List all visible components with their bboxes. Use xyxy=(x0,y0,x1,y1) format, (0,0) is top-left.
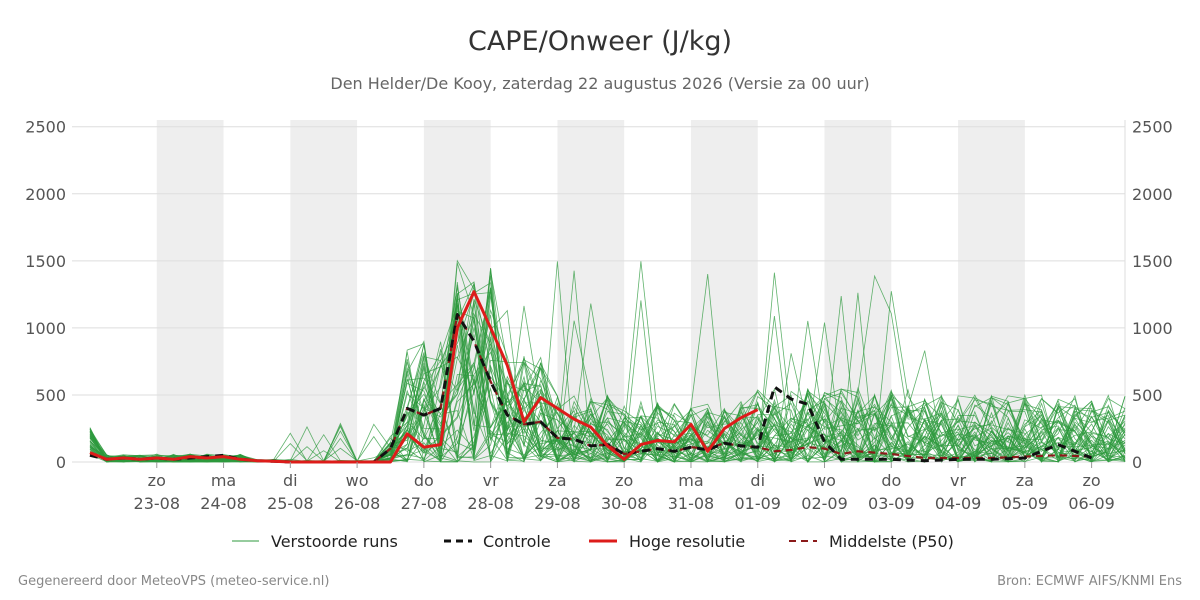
y-tick-label-right-0: 0 xyxy=(1132,453,1142,472)
x-tick-date-12: 04-09 xyxy=(935,494,982,513)
x-tick-day-0: zo xyxy=(148,471,166,490)
x-tick-date-11: 03-09 xyxy=(868,494,915,513)
legend-label-ensemble: Verstoorde runs xyxy=(271,532,398,551)
night-band-3 xyxy=(557,120,625,462)
series-line-solid-bold xyxy=(89,290,759,464)
x-tick-day-12: vr xyxy=(950,471,966,490)
y-tick-label-left-2: 1000 xyxy=(25,319,66,338)
x-tick-day-3: wo xyxy=(346,471,369,490)
x-tick-day-14: zo xyxy=(1083,471,1101,490)
x-tick-date-13: 05-09 xyxy=(1002,494,1049,513)
y-tick-label-left-5: 2500 xyxy=(25,118,66,137)
chart-subtitle: Den Helder/De Kooy, zaterdag 22 augustus… xyxy=(330,74,869,93)
x-tick-date-0: 23-08 xyxy=(134,494,181,513)
footer-generated-by: Gegenereerd door MeteoVPS (meteo-service… xyxy=(18,574,329,589)
y-tick-label-right-2: 1000 xyxy=(1132,319,1173,338)
x-axis-ticks: zo 23-08 ma 24-08 di 25-08 wo 26-08 do 27-08 vr 28-… xyxy=(134,462,1115,513)
x-tick-day-1: ma xyxy=(211,471,236,490)
grid-lines xyxy=(72,120,1126,463)
x-tick-date-10: 02-09 xyxy=(801,494,848,513)
legend-label-control: Controle xyxy=(483,532,551,551)
x-tick-day-8: ma xyxy=(678,471,703,490)
x-tick-day-13: za xyxy=(1016,471,1034,490)
x-tick-date-4: 27-08 xyxy=(401,494,448,513)
night-bands xyxy=(156,120,1025,462)
main-series-lines xyxy=(89,290,1093,464)
night-band-0 xyxy=(156,120,224,462)
x-tick-date-3: 26-08 xyxy=(334,494,381,513)
x-tick-date-7: 30-08 xyxy=(601,494,648,513)
night-band-6 xyxy=(958,120,1025,462)
night-band-5 xyxy=(824,120,892,462)
y-axis-ticks: 0 0 500 500 1000 1000 1500 1500 2000 2000 2500 2500 xyxy=(25,118,1172,472)
legend: Verstoorde runs Controle Hoge resolutie … xyxy=(232,532,954,551)
x-tick-day-2: di xyxy=(283,471,298,490)
y-tick-label-right-5: 2500 xyxy=(1132,118,1173,137)
night-band-1 xyxy=(290,120,358,462)
x-tick-date-6: 29-08 xyxy=(534,494,581,513)
x-tick-date-14: 06-09 xyxy=(1068,494,1115,513)
x-tick-day-4: do xyxy=(414,471,434,490)
chart-title: CAPE/Onweer (J/kg) xyxy=(468,26,732,57)
legend-label-high-res: Hoge resolutie xyxy=(629,532,745,551)
x-tick-day-6: za xyxy=(548,471,566,490)
x-tick-date-8: 31-08 xyxy=(668,494,715,513)
y-tick-label-left-1: 500 xyxy=(35,386,66,405)
x-tick-day-9: di xyxy=(750,471,765,490)
x-tick-date-2: 25-08 xyxy=(267,494,314,513)
y-tick-label-left-3: 1500 xyxy=(25,252,66,271)
x-tick-day-7: zo xyxy=(615,471,633,490)
footer-source: Bron: ECMWF AIFS/KNMI Ens xyxy=(997,574,1182,589)
x-tick-date-5: 28-08 xyxy=(467,494,514,513)
y-tick-label-right-3: 1500 xyxy=(1132,252,1173,271)
x-tick-day-10: wo xyxy=(813,471,836,490)
y-tick-label-right-4: 2000 xyxy=(1132,185,1173,204)
legend-label-median: Middelste (P50) xyxy=(829,532,954,551)
y-tick-label-right-1: 500 xyxy=(1132,386,1163,405)
series-line-dashed-bold xyxy=(89,313,1093,464)
x-tick-day-11: do xyxy=(881,471,901,490)
x-tick-date-9: 01-09 xyxy=(734,494,781,513)
night-band-4 xyxy=(690,120,758,462)
x-tick-date-1: 24-08 xyxy=(200,494,247,513)
y-tick-label-left-0: 0 xyxy=(56,453,66,472)
y-tick-label-left-4: 2000 xyxy=(25,185,66,204)
x-tick-day-5: vr xyxy=(483,471,499,490)
